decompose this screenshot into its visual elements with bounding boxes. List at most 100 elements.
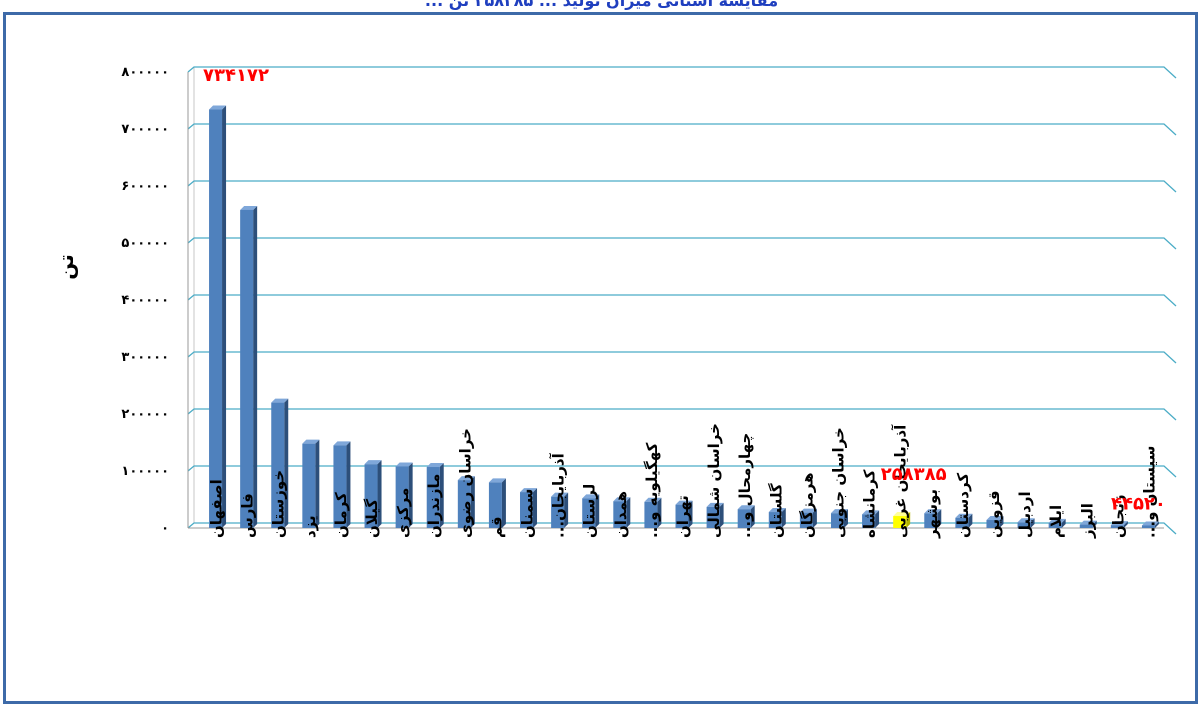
bar-top xyxy=(1110,521,1128,526)
bar xyxy=(644,501,658,528)
bar xyxy=(737,509,751,528)
bar-top xyxy=(1141,521,1159,526)
y-tick-label: ۰ xyxy=(161,521,169,536)
bar-top xyxy=(488,478,506,483)
gridline xyxy=(187,66,1177,79)
x-tick-label: البرز xyxy=(1078,503,1096,539)
bar-top xyxy=(209,105,227,110)
x-tick-label: سیستان و... xyxy=(1140,446,1158,538)
bar xyxy=(1141,525,1155,528)
x-tick-label: مرکزی xyxy=(394,488,412,538)
gridline xyxy=(187,237,1177,250)
x-tick-label: بوشهر xyxy=(923,489,941,539)
bar-side xyxy=(657,497,662,528)
x-tick-label: کرمانشاه xyxy=(861,469,879,538)
y-tick-label: ۶۰۰۰۰۰ xyxy=(121,179,169,194)
gridline xyxy=(187,123,1177,136)
bar xyxy=(364,464,378,528)
x-tick-label: چهارمحال و... xyxy=(736,433,755,538)
bar xyxy=(986,520,1000,528)
x-tick-label: قم xyxy=(487,516,505,538)
gridline xyxy=(187,294,1177,307)
bar xyxy=(768,512,782,528)
bar-top xyxy=(986,516,1004,521)
x-tick-label: خراسان رضوی xyxy=(456,428,474,538)
bar-side xyxy=(1061,518,1066,528)
bar-top xyxy=(706,502,724,507)
bar-side xyxy=(253,205,258,528)
x-tick-label: خوزستان xyxy=(270,470,288,538)
bar-side xyxy=(626,497,631,528)
highlight-bar xyxy=(893,516,907,528)
bar xyxy=(426,467,440,528)
bar-top xyxy=(520,488,538,493)
bar-side xyxy=(284,398,289,528)
bar-top xyxy=(1079,520,1097,525)
bar-side xyxy=(470,476,475,528)
x-tick-label: کردستان xyxy=(954,473,972,538)
bar xyxy=(488,482,502,528)
bar xyxy=(395,466,409,528)
bar-side xyxy=(999,516,1004,528)
gridline xyxy=(187,180,1177,193)
x-tick-label: گلستان xyxy=(767,483,785,538)
y-tick-label: ۴۰۰۰۰۰ xyxy=(121,293,169,308)
bar xyxy=(1048,522,1062,528)
bar-top xyxy=(271,398,289,403)
bar xyxy=(799,512,813,528)
bar xyxy=(924,513,938,528)
x-tick-label: تهران xyxy=(674,495,692,538)
bar xyxy=(706,506,720,528)
bar-side xyxy=(781,508,786,528)
bar-top xyxy=(302,439,320,444)
bar-top xyxy=(1017,518,1035,523)
bar xyxy=(1110,525,1124,528)
page-title: مقایسه استانی میزان تولید ... ۲۵۸۳۸۵ تن … xyxy=(424,0,779,10)
bar-top xyxy=(395,462,413,467)
bar xyxy=(1017,522,1031,528)
x-tick-label: سمنان xyxy=(519,489,537,538)
bar-top xyxy=(551,492,569,497)
bar-side xyxy=(750,505,755,528)
gridline xyxy=(187,408,1177,421)
x-tick-label: زنجان xyxy=(1109,494,1127,538)
bar-side xyxy=(688,500,693,528)
bar-top xyxy=(364,460,382,465)
bar-top xyxy=(675,500,693,505)
bar-side xyxy=(1154,521,1159,528)
bar-side xyxy=(1123,521,1128,528)
y-tick-label: ۳۰۰۰۰۰ xyxy=(121,350,169,365)
bar-chart: ۰ ۱۰۰۰۰۰ ۲۰۰۰۰۰ ۳۰۰۰۰۰ ۴۰۰۰۰۰ ۵۰۰۰۰۰ ۶۰۰۰۰۰ ۷۰۰… xyxy=(121,65,1177,539)
bar xyxy=(862,514,876,528)
x-tick-label: اصفهان xyxy=(208,479,226,538)
x-tick-label: خراسان جنوبی xyxy=(829,427,847,538)
x-tick-label: لرستان xyxy=(581,484,599,538)
gridline xyxy=(187,465,1177,478)
bar-side xyxy=(812,508,817,528)
bar-side xyxy=(937,509,942,528)
bar-top xyxy=(955,513,973,518)
bar-top xyxy=(457,476,475,481)
bar-side xyxy=(595,494,600,528)
bar-top xyxy=(240,205,258,210)
bar-top xyxy=(613,497,631,502)
bar-top xyxy=(830,509,848,514)
bar-top xyxy=(644,497,662,502)
gridline xyxy=(187,351,1177,364)
x-tick-label: یزد xyxy=(301,515,319,538)
x-tick-label: مازندران xyxy=(425,474,443,538)
bar xyxy=(955,517,969,528)
x-tick-label: خراسان شمالی xyxy=(705,423,723,538)
bar-side xyxy=(906,512,911,528)
x-tick-label: کرمان xyxy=(332,492,350,538)
bar-side xyxy=(1030,518,1035,528)
x-tick-label: فارس xyxy=(239,493,257,538)
bar-side xyxy=(533,488,538,528)
y-tick-label: ۱۰۰۰۰۰ xyxy=(121,464,169,479)
bar-side xyxy=(408,462,413,528)
x-tick-label: آذربایجان غربی xyxy=(892,424,910,538)
bar-side xyxy=(346,441,351,528)
x-tick-label: ایلام xyxy=(1047,505,1065,538)
bar-top xyxy=(1048,518,1066,523)
bar-side xyxy=(377,460,382,528)
